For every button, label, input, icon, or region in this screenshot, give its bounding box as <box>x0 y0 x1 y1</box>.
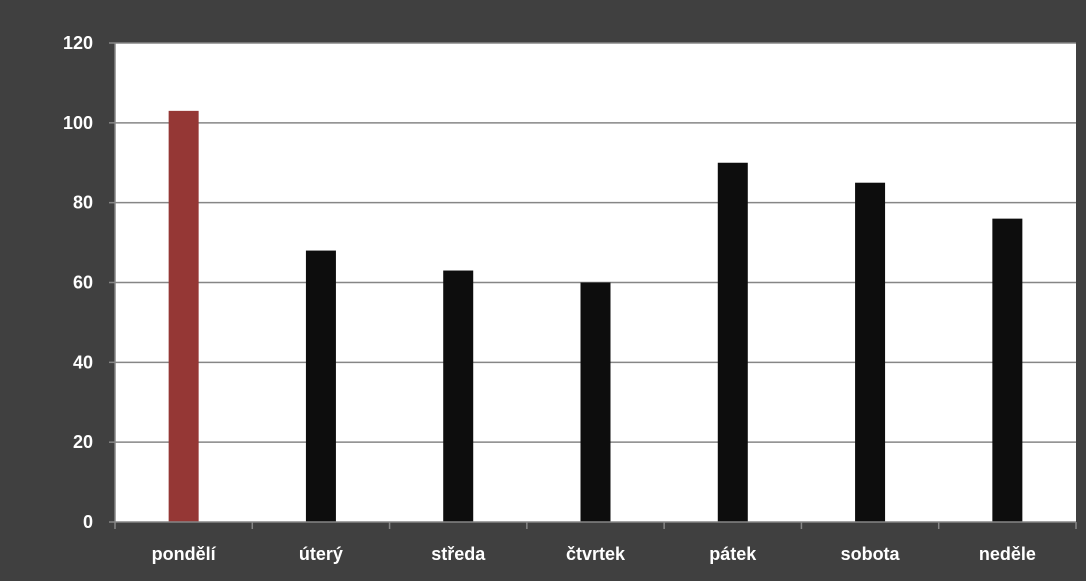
x-tick-label: úterý <box>299 544 343 564</box>
bar-1 <box>305 250 336 523</box>
x-tick-label: neděle <box>979 544 1036 564</box>
y-tick-label: 20 <box>73 432 93 452</box>
bar-4 <box>717 162 748 522</box>
bar-0 <box>168 110 199 522</box>
x-tick-label: čtvrtek <box>566 544 626 564</box>
x-tick-label: pondělí <box>152 544 217 564</box>
y-tick-label: 40 <box>73 352 93 372</box>
y-tick-label: 0 <box>83 512 93 532</box>
x-tick-label: středa <box>431 544 486 564</box>
y-tick-label: 60 <box>73 273 93 293</box>
y-tick-label: 80 <box>73 193 93 213</box>
y-tick-label: 120 <box>63 33 93 53</box>
bars <box>168 110 1023 523</box>
x-tick-label: pátek <box>709 544 757 564</box>
axes <box>109 42 1077 529</box>
y-tick-labels: 0 20 40 60 80 100 120 <box>63 33 93 532</box>
bar-6 <box>992 218 1023 522</box>
bar-5 <box>855 182 886 523</box>
x-tick-label: sobota <box>841 544 901 564</box>
y-tick-label: 100 <box>63 113 93 133</box>
x-tick-labels: pondělí úterý středa čtvrtek pátek sobota nedě… <box>152 544 1036 564</box>
bar-2 <box>443 270 474 522</box>
bar-3 <box>580 282 611 522</box>
